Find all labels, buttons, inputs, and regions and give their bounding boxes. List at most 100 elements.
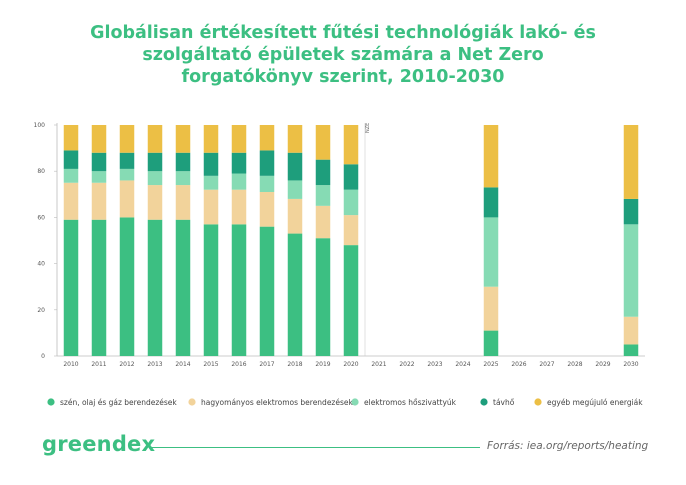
- bar-segment: [175, 219, 191, 356]
- bar-segment: [175, 185, 191, 220]
- bar-segment: [483, 217, 499, 287]
- x-tick-label: 2026: [511, 361, 526, 368]
- bar-segment: [147, 171, 163, 186]
- x-tick-label: 2015: [203, 361, 218, 368]
- bar-segment: [483, 286, 499, 331]
- x-tick-label: 2013: [147, 361, 162, 368]
- x-tick-label: 2018: [287, 361, 302, 368]
- bar-segment: [315, 238, 331, 356]
- bar-segment: [287, 198, 303, 234]
- bar-segment: [63, 150, 79, 169]
- bar-segment: [119, 152, 135, 169]
- y-tick-label: 40: [37, 261, 45, 268]
- source-url[interactable]: iea.org/reports/heating: [526, 440, 649, 452]
- chart-legend: szén, olaj és gáz berendezések hagyományo…: [47, 398, 643, 407]
- bar-segment: [259, 226, 275, 356]
- bar-segment: [343, 164, 359, 190]
- legend-label: szén, olaj és gáz berendezések: [60, 398, 177, 407]
- y-tick-labels: 0 20 40 60 80 100: [34, 122, 57, 360]
- legend-swatch: [47, 398, 55, 406]
- bar-segment: [147, 185, 163, 220]
- bar-segment: [623, 224, 639, 317]
- bar-segment: [259, 125, 275, 151]
- bar-segment: [203, 125, 219, 153]
- y-tick-label: 60: [37, 214, 45, 221]
- x-tick-label: 2014: [175, 361, 190, 368]
- x-tick-label: 2024: [455, 361, 470, 368]
- bar-segment: [175, 125, 191, 153]
- bar-segment: [63, 125, 79, 151]
- x-tick-label: 2016: [231, 361, 246, 368]
- bar-segment: [119, 125, 135, 153]
- legend-swatch: [188, 398, 196, 406]
- x-tick-label: 2020: [343, 361, 358, 368]
- bar-segment: [175, 171, 191, 186]
- bar-segment: [287, 180, 303, 199]
- bar-segment: [231, 125, 247, 153]
- x-tick-label: 2030: [623, 361, 638, 368]
- bar-segment: [231, 173, 247, 190]
- bar-segment: [623, 316, 639, 345]
- source-prefix: Forrás:: [487, 440, 524, 452]
- x-tick-label: 2028: [567, 361, 582, 368]
- bar-segment: [315, 185, 331, 206]
- bar-segment: [91, 219, 107, 356]
- bar-segment: [483, 125, 499, 188]
- bar-segment: [91, 152, 107, 172]
- bar-segment: [287, 125, 303, 153]
- bar-segment: [259, 175, 275, 192]
- chart-title: Globálisan értékesített fűtési technológ…: [40, 22, 646, 88]
- bar-segment: [343, 189, 359, 216]
- x-tick-label: 2022: [399, 361, 414, 368]
- bar-segment: [231, 224, 247, 356]
- y-tick-label: 80: [37, 168, 45, 175]
- greendex-logo: greendex: [42, 432, 156, 456]
- x-tick-label: 2011: [91, 361, 106, 368]
- title-line-1: Globálisan értékesített fűtési technológ…: [90, 23, 596, 43]
- bar-segment: [623, 198, 639, 225]
- legend-swatch: [480, 398, 488, 406]
- bar-segment: [287, 233, 303, 356]
- bar-segment: [91, 125, 107, 153]
- bar-segment: [63, 182, 79, 220]
- bar-segment: [91, 182, 107, 220]
- title-line-2: szolgáltató épületek számára a Net Zero: [142, 45, 544, 65]
- bar-segment: [203, 189, 219, 225]
- bar-segment: [175, 152, 191, 172]
- bar-segment: [259, 191, 275, 227]
- bar-segment: [63, 219, 79, 356]
- bar-segment: [343, 125, 359, 165]
- bar-segment: [203, 175, 219, 190]
- x-tick-label: 2019: [315, 361, 330, 368]
- x-tick-label: 2021: [371, 361, 386, 368]
- bar-segment: [315, 205, 331, 239]
- x-tick-label: 2023: [427, 361, 442, 368]
- x-tick-label: 2025: [483, 361, 498, 368]
- bar-segment: [147, 152, 163, 172]
- legend-label: távhő: [493, 398, 515, 407]
- stacked-bar-chart: NZE 2010 2011 2012 2013 2014 2015 2016 2017 2018…: [34, 122, 645, 407]
- legend-swatch: [351, 398, 359, 406]
- bar-segment: [119, 217, 135, 356]
- title-line-3: forgatókönyv szerint, 2010-2030: [181, 67, 505, 87]
- legend-label: hagyományos elektromos berendezések: [201, 398, 354, 407]
- x-tick-label: 2027: [539, 361, 554, 368]
- bar-segment: [231, 152, 247, 174]
- bar-segment: [203, 152, 219, 176]
- bar-segment: [343, 245, 359, 356]
- bar-segment: [91, 171, 107, 183]
- footer-divider: [150, 447, 480, 448]
- bar-segment: [287, 152, 303, 181]
- bar-segment: [63, 168, 79, 183]
- bar-segment: [315, 159, 331, 186]
- x-tick-label: 2012: [119, 361, 134, 368]
- nze-annotation: NZE: [365, 123, 371, 133]
- bar-segment: [119, 168, 135, 181]
- bar-segment: [623, 125, 639, 199]
- bar-segment: [147, 219, 163, 356]
- bar-segment: [483, 187, 499, 218]
- bar-segment: [119, 180, 135, 218]
- bar-segment: [483, 330, 499, 356]
- bar-segment: [259, 150, 275, 176]
- bar-segment: [231, 189, 247, 225]
